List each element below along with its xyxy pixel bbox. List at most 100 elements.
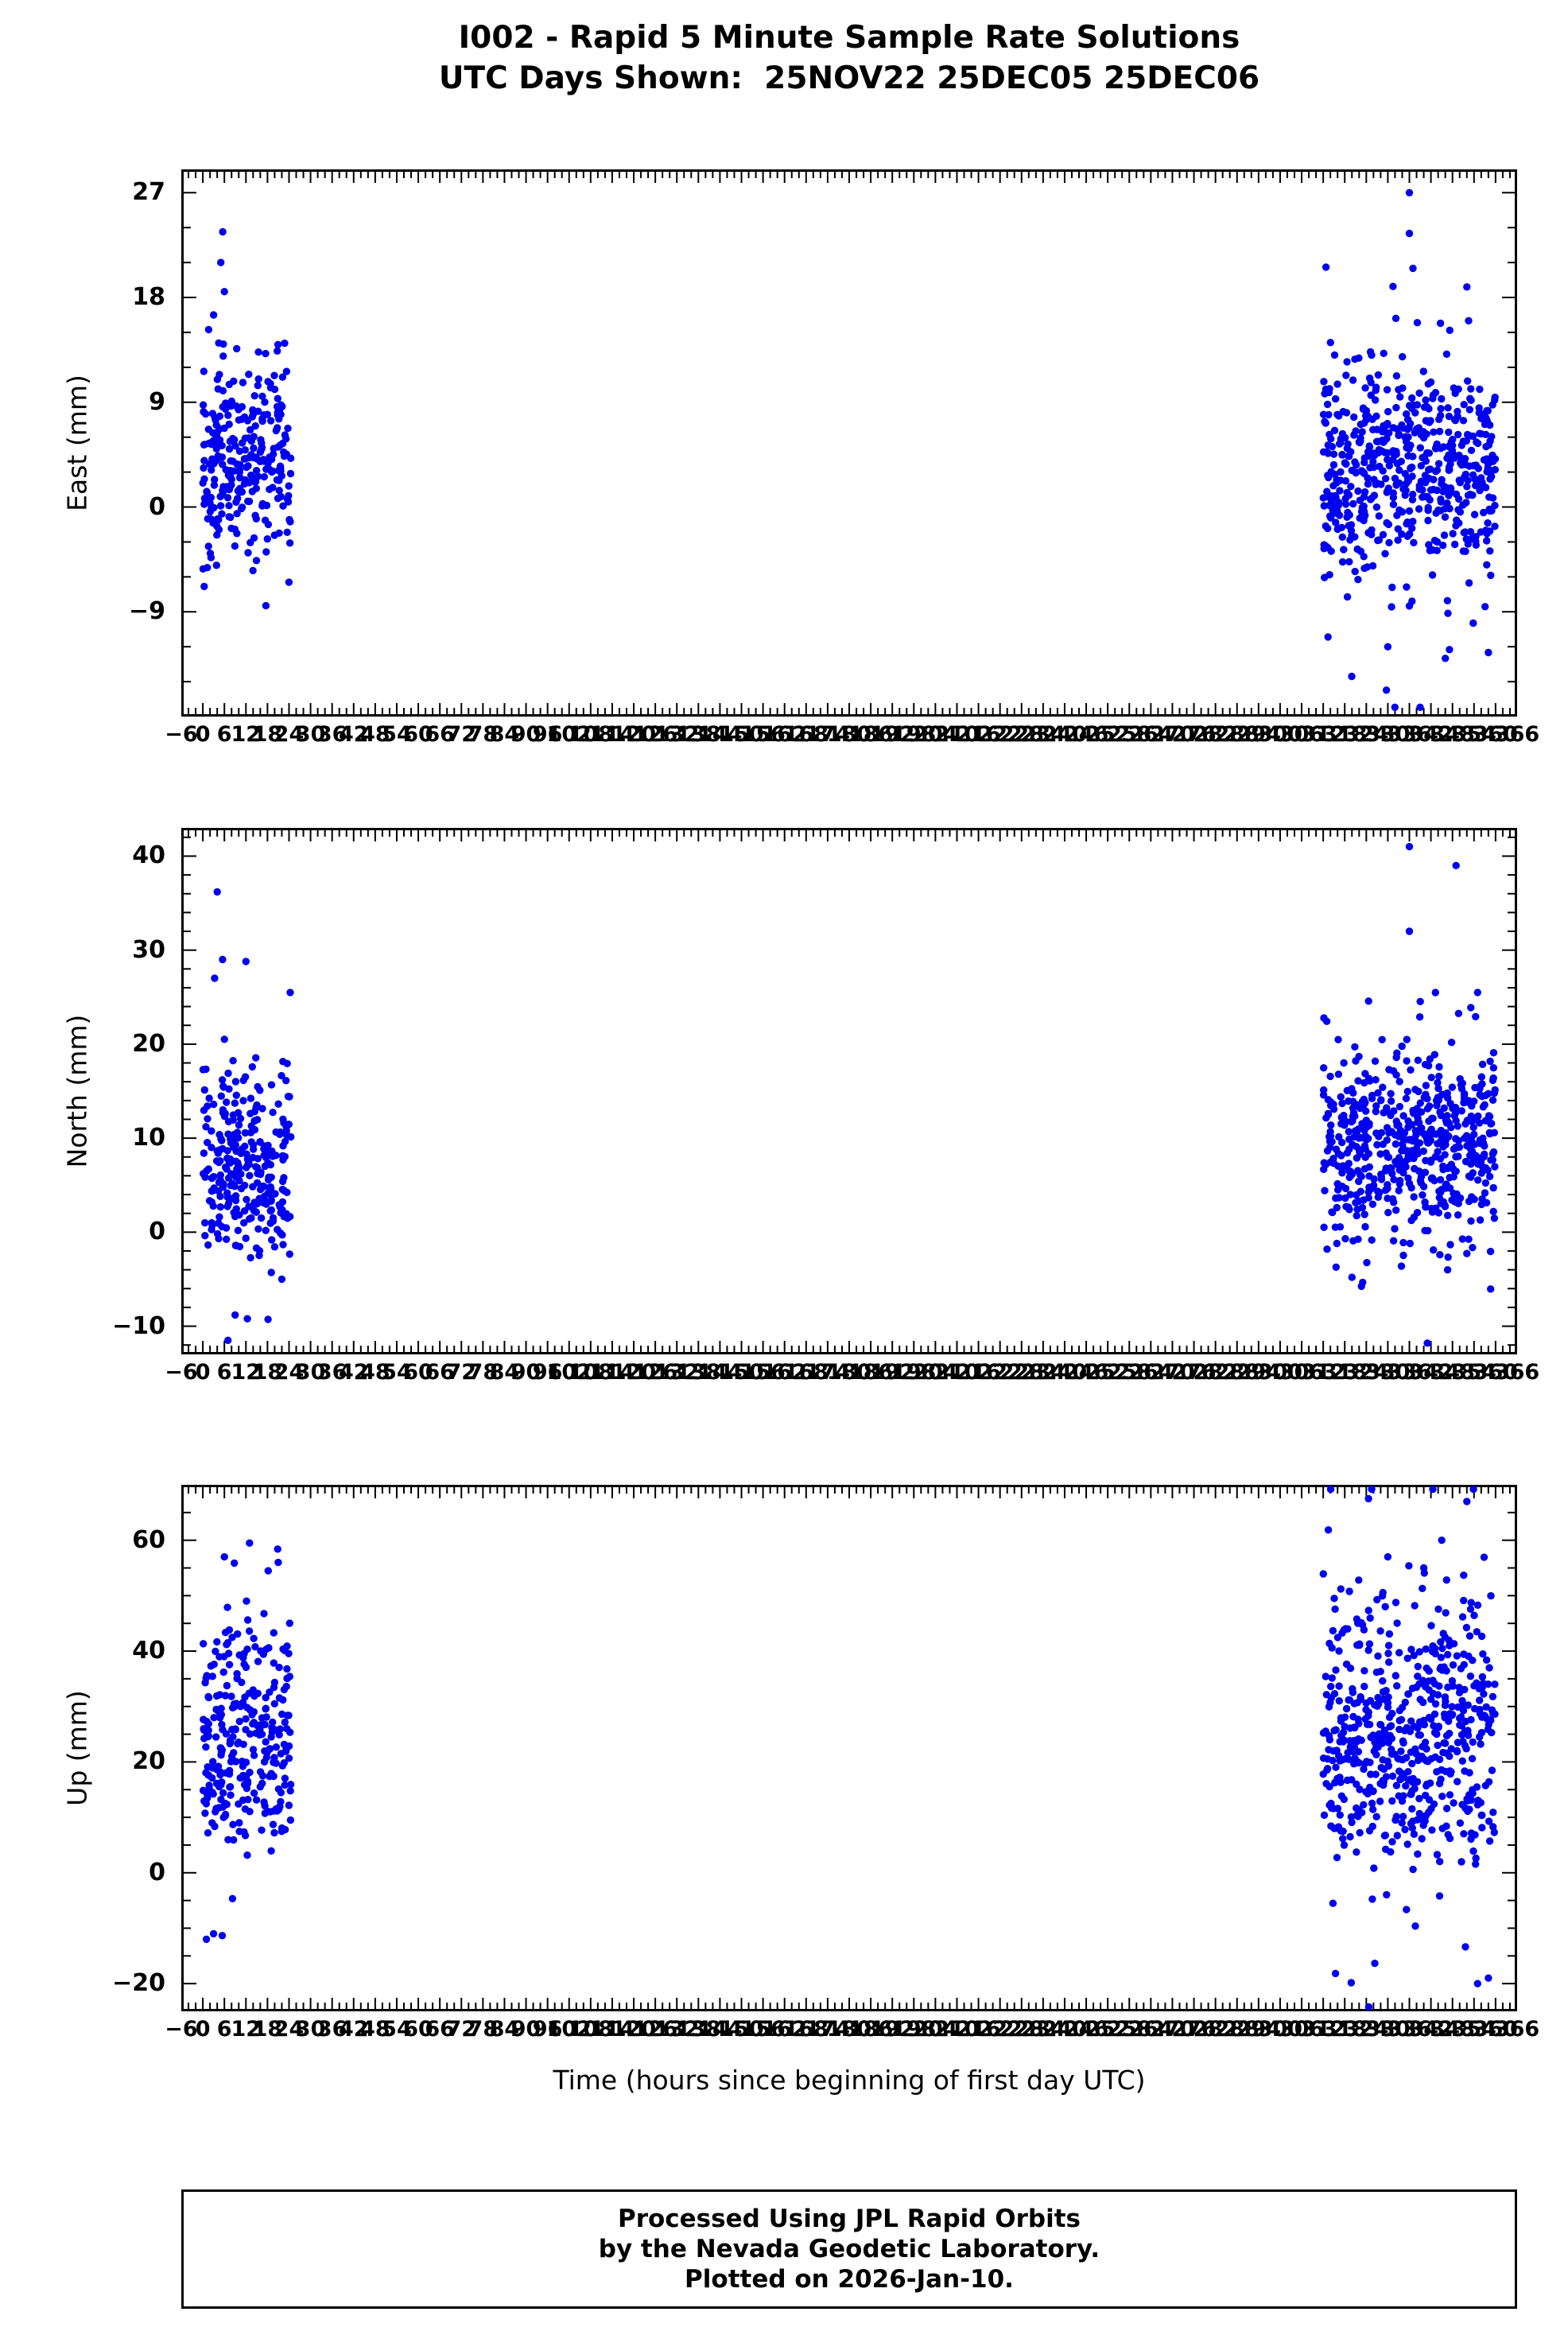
- x-tick-label: 312: [1300, 1360, 1346, 1385]
- x-tick-label: 240: [1042, 722, 1088, 747]
- x-tick-label: 132: [654, 722, 700, 747]
- y-tick-label: 18: [132, 283, 165, 312]
- x-tick-label: 264: [1128, 2017, 1174, 2042]
- x-tick-label: 156: [740, 722, 786, 747]
- x-tick-label: 108: [568, 2017, 614, 2042]
- x-tick-label: 360: [1473, 1360, 1519, 1385]
- x-tick-label: 252: [1085, 1360, 1131, 1385]
- y-tick-label: 0: [149, 1218, 165, 1246]
- y-tick-label: 20: [132, 1747, 165, 1776]
- x-tick-label: 114: [589, 2017, 635, 2042]
- x-tick-label: 336: [1387, 2017, 1432, 2042]
- x-tick-label: 60: [403, 722, 433, 747]
- x-tick-label: 18: [252, 1360, 283, 1385]
- x-tick-label: 324: [1344, 722, 1389, 747]
- x-tick-label: 228: [999, 1360, 1044, 1385]
- subplot-up: Up (mm) −20 0 20 40 60 −6 0 6 12 18 24 30 36 42 48 54 6…: [0, 1485, 1568, 2042]
- x-tick-label: 0: [195, 722, 211, 747]
- x-tick-label: 294: [1236, 2017, 1282, 2042]
- x-tick-label: −6: [165, 722, 198, 747]
- x-tick-label: 240: [1042, 1360, 1088, 1385]
- x-tick-label: 270: [1150, 1360, 1195, 1385]
- x-tick-label: 336: [1387, 722, 1432, 747]
- x-tick-label: 192: [870, 722, 915, 747]
- x-tick-label: 198: [891, 2017, 937, 2042]
- x-tick-label: 144: [697, 2017, 743, 2042]
- x-tick-label: 228: [999, 2017, 1044, 2042]
- x-tick-label: 150: [719, 722, 764, 747]
- x-tick-label: 78: [468, 1360, 499, 1385]
- x-tick-label: 180: [826, 1360, 872, 1385]
- x-tick-label: 66: [425, 1360, 455, 1385]
- x-tick-label: 348: [1430, 1360, 1475, 1385]
- x-tick-label: 60: [403, 2017, 433, 2042]
- x-tick-label: 354: [1451, 1360, 1496, 1385]
- y-tick-labels-up: −20 0 20 40 60: [86, 1485, 172, 2011]
- x-tick-label: 282: [1193, 722, 1238, 747]
- x-tick-label: 282: [1193, 1360, 1238, 1385]
- x-tick-label: 138: [676, 1360, 721, 1385]
- x-tick-label: 12: [231, 722, 262, 747]
- x-tick-label: 96: [532, 1360, 563, 1385]
- y-tick-label: −10: [112, 1311, 165, 1340]
- x-tick-label: 12: [231, 2017, 262, 2042]
- x-tick-label: 246: [1063, 722, 1109, 747]
- x-tick-label: 84: [489, 1360, 520, 1385]
- x-tick-label: 186: [848, 1360, 894, 1385]
- x-tick-label: 312: [1300, 2017, 1346, 2042]
- x-tick-label: 120: [611, 2017, 657, 2042]
- x-tick-label: 18: [252, 2017, 283, 2042]
- x-tick-label: 162: [762, 1360, 807, 1385]
- scatter-points: [199, 1485, 1499, 2011]
- x-tick-label: 144: [697, 1360, 743, 1385]
- x-tick-label: 138: [676, 2017, 721, 2042]
- x-tick-label: 120: [611, 722, 657, 747]
- y-tick-label: −9: [128, 597, 165, 626]
- x-tick-label: 126: [632, 722, 678, 747]
- x-tick-label: 252: [1085, 722, 1131, 747]
- x-tick-label: 162: [762, 722, 807, 747]
- x-tick-label: −6: [165, 1360, 198, 1385]
- x-tick-label: −6: [165, 2017, 198, 2042]
- x-tick-label: 210: [934, 722, 980, 747]
- x-tick-label: 366: [1494, 2017, 1540, 2042]
- footer-box: Processed Using JPL Rapid Orbits by the …: [181, 2189, 1517, 2309]
- x-tick-label: 204: [913, 2017, 958, 2042]
- x-tick-label: 318: [1322, 2017, 1368, 2042]
- x-tick-label: 276: [1171, 2017, 1217, 2042]
- x-tick-label: 192: [870, 1360, 915, 1385]
- x-tick-label: 174: [805, 1360, 851, 1385]
- y-tick-label: 20: [132, 1029, 165, 1058]
- x-tick-label: 180: [826, 2017, 872, 2042]
- y-tick-label: 30: [132, 935, 165, 964]
- x-tick-label: 318: [1322, 722, 1368, 747]
- x-tick-label: 132: [654, 2017, 700, 2042]
- x-tick-label: 6: [216, 1360, 232, 1385]
- x-tick-label: 108: [568, 722, 614, 747]
- x-tick-label: 234: [1020, 722, 1066, 747]
- y-tick-label: 27: [132, 178, 165, 207]
- subplot-north: North (mm) −10 0 10 20 30 40 −6 0 6 12 18 24 30 36 42…: [0, 828, 1568, 1385]
- x-tick-label: 36: [316, 722, 347, 747]
- x-tick-label: 114: [589, 1360, 635, 1385]
- footer-line-3: Plotted on 2026-Jan-10.: [685, 2265, 1014, 2294]
- x-tick-label: 204: [913, 1360, 958, 1385]
- plot-area-up: [181, 1485, 1517, 2011]
- x-tick-label: 204: [913, 722, 958, 747]
- x-tick-label: 150: [719, 1360, 764, 1385]
- y-tick-label: 10: [132, 1124, 165, 1152]
- x-tick-label: 330: [1365, 722, 1411, 747]
- x-tick-label: 216: [956, 722, 1001, 747]
- y-tick-label: 0: [149, 492, 165, 521]
- y-tick-label: 60: [132, 1525, 165, 1554]
- footer-line-2: by the Nevada Geodetic Laboratory.: [598, 2235, 1100, 2263]
- y-tick-label: 0: [149, 1858, 165, 1886]
- x-tick-label: 258: [1107, 2017, 1152, 2042]
- x-tick-label: 360: [1473, 2017, 1519, 2042]
- x-tick-label: 258: [1107, 722, 1152, 747]
- x-tick-label: 48: [360, 1360, 390, 1385]
- x-tick-label: 168: [783, 1360, 829, 1385]
- x-tick-label: 360: [1473, 722, 1519, 747]
- y-tick-label: 9: [149, 387, 165, 416]
